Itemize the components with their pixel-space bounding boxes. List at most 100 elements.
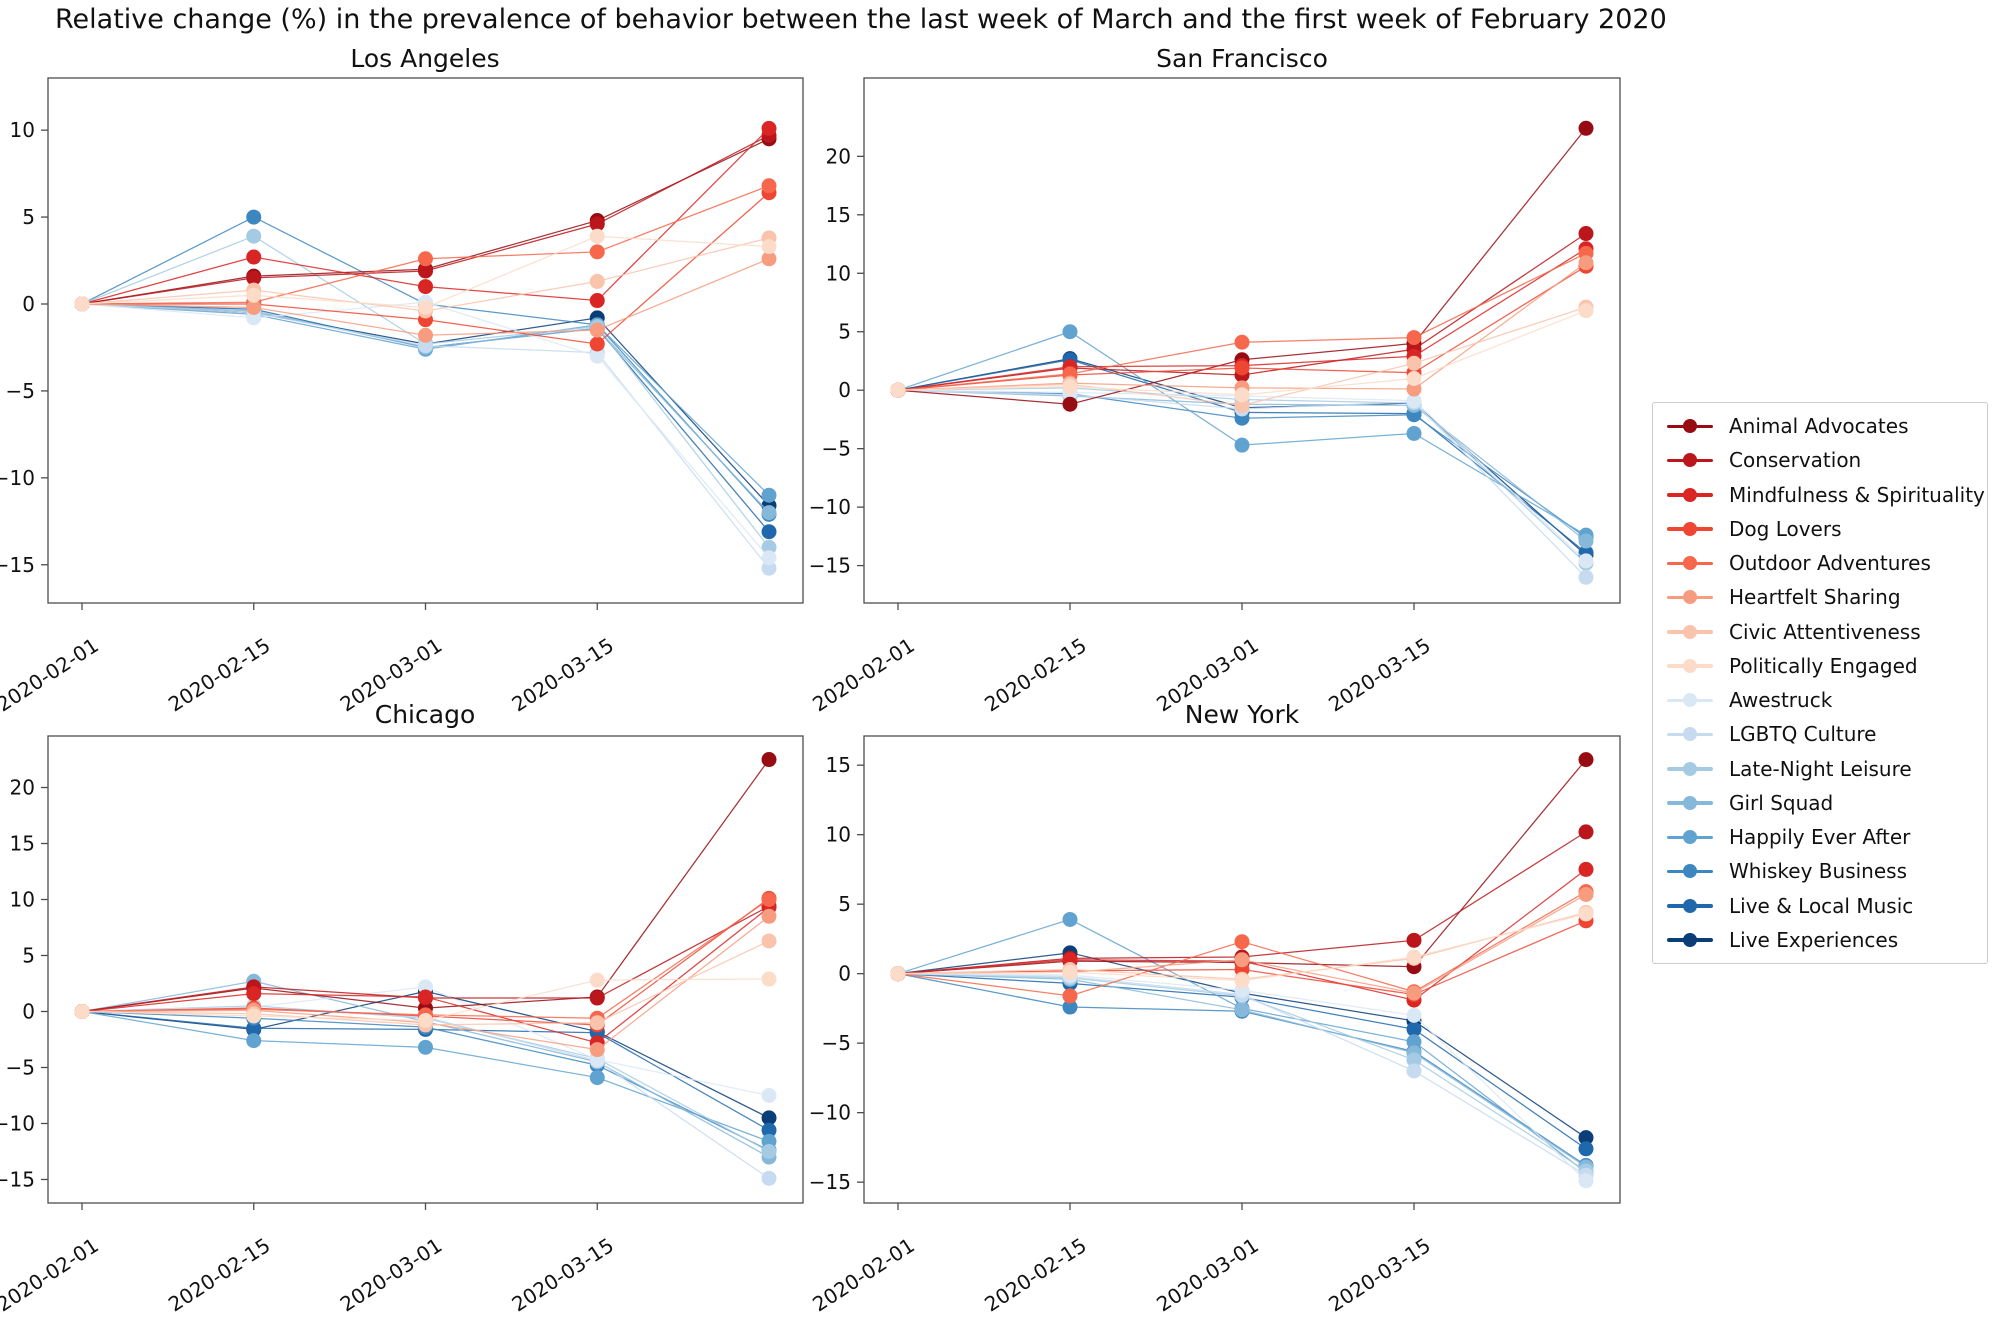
x-tick-label: 2020-03-15 <box>1324 1233 1435 1316</box>
data-point <box>589 1042 605 1058</box>
data-point <box>1062 396 1078 412</box>
chart-title-los-angeles: Los Angeles <box>350 44 500 73</box>
data-point <box>589 348 605 364</box>
data-point <box>761 933 777 949</box>
data-point <box>418 1039 433 1055</box>
data-point <box>1578 569 1594 585</box>
data-point <box>1578 533 1594 549</box>
data-point <box>1406 1034 1422 1050</box>
legend-line-dot-icon <box>1667 864 1713 879</box>
y-tick-label: −10 <box>0 466 35 490</box>
legend-label: Heartfelt Sharing <box>1729 585 1901 610</box>
y-tick-label: 15 <box>826 203 851 227</box>
data-point <box>1578 861 1594 877</box>
y-tick-label: 10 <box>10 118 35 142</box>
series-politically-engaged <box>74 228 777 315</box>
data-point <box>761 908 777 924</box>
data-point <box>589 1015 605 1031</box>
legend-item-mindfulness-spirituality: Mindfulness & Spirituality <box>1667 478 1987 511</box>
subplot-chicago: 20 15 10 5 0 −5 −10 −15 2020-02-01 2020-02-15 2020… <box>0 735 804 1316</box>
y-tick-label: −10 <box>809 1101 851 1125</box>
data-point <box>1406 393 1422 409</box>
series-lgbtq-culture <box>890 382 1594 585</box>
legend-item-outdoor-adventures: Outdoor Adventures <box>1667 547 1987 580</box>
legend-line-dot-icon <box>1667 419 1713 434</box>
data-point <box>761 1170 777 1186</box>
y-tick-label: 20 <box>10 776 35 800</box>
legend-line-dot-icon <box>1667 453 1713 468</box>
data-point <box>589 336 605 352</box>
legend-line-dot-icon <box>1667 693 1713 708</box>
legend-label: Conservation <box>1729 448 1862 473</box>
y-tick-label: 5 <box>22 205 35 229</box>
data-point <box>246 209 262 225</box>
y-tick-label: −5 <box>6 379 35 403</box>
data-point <box>761 487 777 503</box>
legend-label: Animal Advocates <box>1729 414 1909 439</box>
data-point <box>418 1012 433 1028</box>
data-point <box>1406 1007 1422 1023</box>
data-point <box>761 752 777 768</box>
data-point <box>1578 226 1594 242</box>
x-tick-label: 2020-02-01 <box>808 633 919 716</box>
data-point <box>1406 381 1422 397</box>
y-tick-label: −15 <box>0 1167 35 1191</box>
data-point <box>589 293 605 309</box>
data-point <box>761 971 777 987</box>
series-lgbtq-culture <box>890 966 1594 1183</box>
chart-title-san-francisco: San Francisco <box>1156 44 1328 73</box>
data-point <box>418 327 433 343</box>
data-point <box>1578 906 1594 922</box>
legend-label: LGBTQ Culture <box>1729 722 1877 747</box>
data-point <box>1406 330 1422 346</box>
data-point <box>246 1008 262 1024</box>
data-point <box>1406 355 1422 371</box>
data-point <box>1406 949 1422 965</box>
data-point <box>1234 387 1250 403</box>
y-tick-label: 5 <box>22 944 35 968</box>
data-point <box>1578 1141 1594 1157</box>
data-point <box>761 120 777 136</box>
legend-line-dot-icon <box>1667 795 1713 810</box>
legend-line-dot-icon <box>1667 624 1713 639</box>
y-tick-label: 5 <box>838 892 851 916</box>
legend-item-dog-lovers: Dog Lovers <box>1667 512 1987 545</box>
x-tick-label: 2020-03-15 <box>1324 633 1435 716</box>
series-animal-advocates <box>74 752 777 1019</box>
legend-item-happily-ever-after: Happily Ever After <box>1667 821 1987 854</box>
data-point <box>761 178 777 194</box>
data-point <box>1578 553 1594 569</box>
legend-item-civic-attentiveness: Civic Attentiveness <box>1667 615 1987 648</box>
x-tick-label: 2020-02-15 <box>164 1233 275 1316</box>
series-outdoor-adventures <box>74 178 777 312</box>
legend-item-conservation: Conservation <box>1667 444 1987 477</box>
y-tick-label: 0 <box>22 999 35 1023</box>
legend-label: Live Experiences <box>1729 927 1899 952</box>
data-point <box>589 216 605 232</box>
data-point <box>589 273 605 289</box>
legend-label: Politically Engaged <box>1729 653 1918 678</box>
y-tick-label: −10 <box>809 495 851 519</box>
series-politically-engaged <box>890 906 1594 989</box>
legend-label: Live & Local Music <box>1729 893 1914 918</box>
data-point <box>589 228 605 244</box>
figure-title: Relative change (%) in the prevalence of… <box>55 4 1667 35</box>
legend-line-dot-icon <box>1667 727 1713 742</box>
data-point <box>890 966 906 982</box>
chart-title-new-york: New York <box>1184 700 1300 729</box>
data-point <box>761 1122 777 1138</box>
data-point <box>1578 752 1594 768</box>
data-point <box>1062 964 1078 980</box>
x-tick-label: 2020-02-01 <box>808 1233 919 1316</box>
series-politically-engaged <box>890 303 1594 403</box>
x-tick-label: 2020-02-01 <box>0 1233 103 1316</box>
data-point <box>1406 371 1422 387</box>
y-tick-label: 15 <box>826 753 851 777</box>
legend-item-lgbtq-culture: LGBTQ Culture <box>1667 718 1987 751</box>
data-point <box>1234 952 1250 968</box>
legend-label: Girl Squad <box>1729 790 1834 815</box>
data-point <box>1406 1021 1422 1037</box>
data-point <box>761 239 777 255</box>
legend-label: Awestruck <box>1729 688 1833 713</box>
